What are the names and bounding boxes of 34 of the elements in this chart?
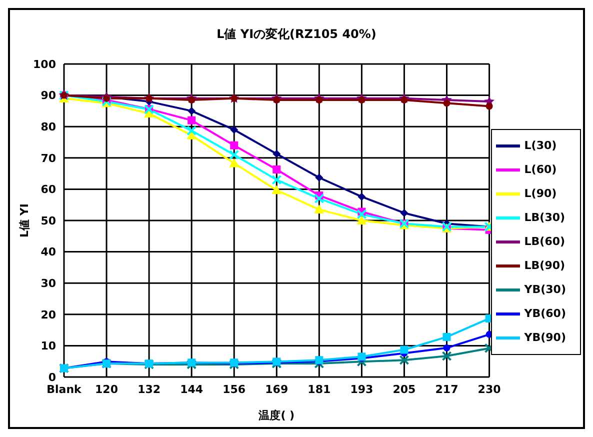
x-axis-title: 温度( ) — [258, 409, 295, 422]
y-tick-label: 50 — [40, 214, 56, 228]
x-tick-label: 156 — [222, 382, 246, 396]
x-tick-label: 120 — [95, 382, 118, 396]
legend-label: YB(30) — [524, 282, 566, 296]
y-tick-label: 80 — [40, 120, 56, 134]
y-tick-label: 40 — [40, 246, 56, 259]
y-tick-label: 70 — [40, 152, 56, 165]
x-tick-label: 217 — [435, 382, 458, 396]
y-tick-label: 100 — [33, 58, 56, 71]
x-tick-label: 132 — [138, 382, 161, 396]
y-tick-label: 0 — [48, 370, 56, 384]
legend-label: L(90) — [524, 186, 557, 200]
x-tick-label: 169 — [265, 382, 288, 396]
legend-label: YB(90) — [524, 330, 566, 344]
y-tick-label: 30 — [40, 277, 56, 290]
x-tick-label: Blank — [46, 382, 82, 396]
legend-label: L(60) — [524, 162, 557, 176]
y-tick-label: 10 — [40, 340, 56, 353]
legend-label: LB(90) — [524, 258, 566, 272]
y-tick-label: 20 — [40, 308, 56, 322]
y-axis-title: L値 YI — [18, 204, 31, 238]
y-tick-label: 60 — [40, 183, 56, 196]
legend-label: LB(60) — [524, 234, 566, 248]
x-tick-label: 144 — [180, 382, 204, 396]
chart-title: L値 YIの変化(RZ105 40%) — [216, 26, 378, 43]
x-tick-label: 193 — [350, 382, 374, 396]
x-tick-label: 205 — [392, 382, 416, 396]
x-tick-label: 181 — [308, 382, 331, 396]
x-tick-label: 230 — [478, 382, 502, 396]
y-tick-label: 90 — [40, 89, 56, 102]
legend-label: LB(30) — [524, 210, 566, 224]
legend-label: L(30) — [524, 138, 557, 152]
legend-label: YB(60) — [524, 306, 566, 320]
